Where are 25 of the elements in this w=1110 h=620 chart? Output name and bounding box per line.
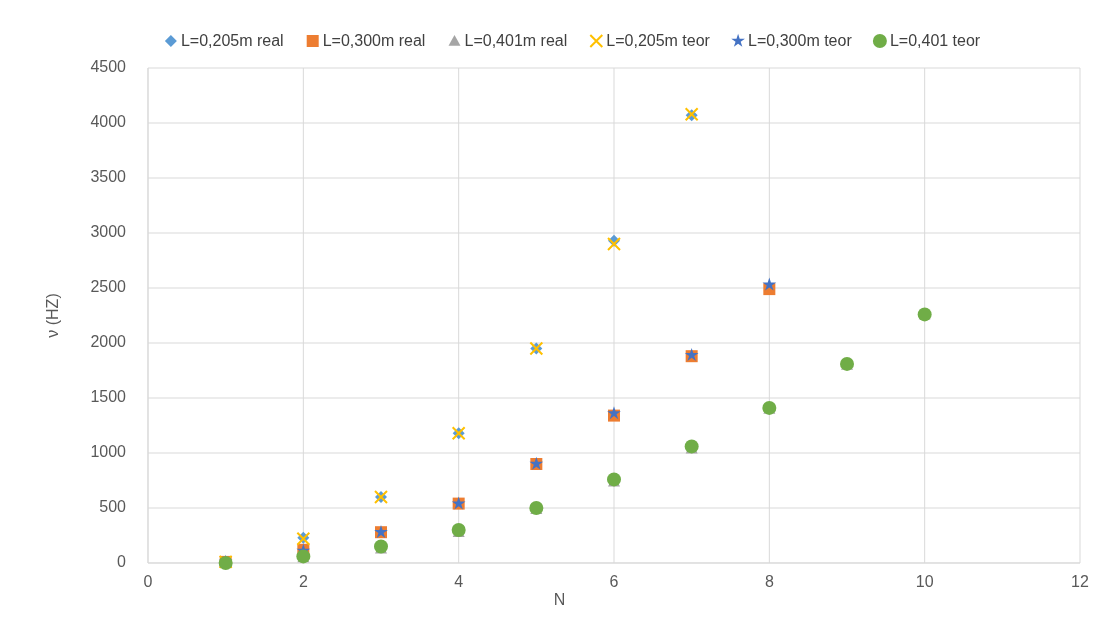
- y-axis-title: ν (HZ): [44, 293, 61, 338]
- x-tick-label: 12: [1071, 573, 1089, 590]
- x-tick-label: 4: [454, 573, 464, 590]
- y-tick-label: 3000: [90, 223, 127, 241]
- y-tick-label: 4000: [90, 113, 127, 131]
- legend-label: L=0,205m real: [180, 32, 284, 49]
- y-tick-label: 4500: [90, 58, 127, 76]
- y-tick-label: 1500: [90, 388, 127, 406]
- x-tick-label: 2: [298, 573, 308, 590]
- x-tick-label: 8: [764, 573, 774, 590]
- y-tick-label: 0: [117, 553, 127, 571]
- legend-label: L=0,401 teor: [889, 32, 981, 49]
- legend-label: L=0,300m teor: [748, 32, 853, 49]
- x-axis-title: N: [553, 591, 566, 608]
- y-tick-label: 3500: [90, 168, 127, 186]
- x-tick-label: 6: [609, 573, 619, 590]
- y-tick-label: 2000: [90, 333, 127, 351]
- x-tick-label: 10: [915, 573, 934, 590]
- y-tick-label: 2500: [90, 278, 127, 296]
- legend-label: L=0,300m real: [322, 32, 426, 49]
- legend-label: L=0,205m teor: [606, 32, 711, 49]
- y-tick-label: 1000: [90, 443, 127, 461]
- y-tick-label: 500: [99, 498, 127, 516]
- legend-label: L=0,401m real: [464, 32, 568, 49]
- x-tick-label: 0: [143, 573, 153, 590]
